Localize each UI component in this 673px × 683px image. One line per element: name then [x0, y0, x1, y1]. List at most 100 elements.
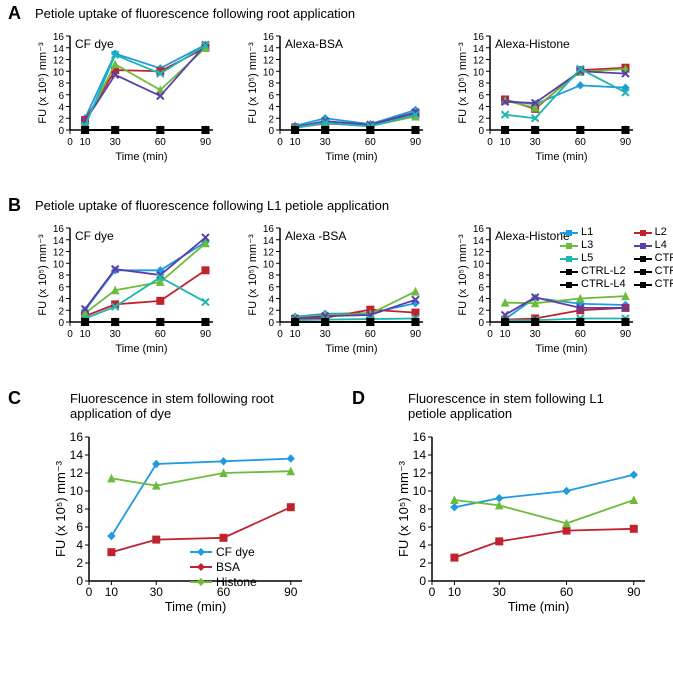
- y-tick: 14: [263, 44, 275, 55]
- x-tick: 30: [320, 329, 332, 340]
- legend-label: CTRL-L5: [655, 278, 673, 290]
- y-tick: 2: [58, 306, 64, 317]
- legend-swatch: [560, 241, 578, 249]
- x-tick: 10: [499, 137, 511, 148]
- y-tick: 10: [473, 67, 485, 78]
- x-tick: 60: [560, 585, 574, 599]
- legend-item: CTRL-L1: [634, 252, 673, 264]
- y-tick: 2: [268, 306, 274, 317]
- y-tick: 0: [58, 126, 64, 137]
- x-tick: 10: [499, 329, 511, 340]
- legend-label: CTRL-L1: [655, 252, 673, 264]
- legend-swatch: [190, 547, 212, 557]
- legend-item: CTRL-L5: [634, 278, 673, 290]
- y-tick: 2: [268, 114, 274, 125]
- legend-label: L2: [655, 226, 667, 238]
- x-tick: 0: [487, 329, 493, 340]
- y-tick: 2: [478, 306, 484, 317]
- y-tick: 16: [473, 32, 485, 43]
- x-axis-label: Time (min): [115, 151, 167, 163]
- legend-label: Histone: [216, 575, 257, 589]
- x-tick: 60: [365, 329, 377, 340]
- chart-title: Alexa-Histone: [495, 37, 570, 51]
- chart: 0246810121416010306090Time (min)FU (x 10…: [38, 22, 218, 162]
- y-tick: 4: [58, 103, 64, 114]
- legend-label: CTRL-L2: [581, 265, 626, 277]
- x-tick: 0: [67, 137, 73, 148]
- x-tick: 0: [277, 329, 283, 340]
- y-axis-label: FU (x 10⁵) mm⁻³: [247, 234, 259, 316]
- y-tick: 16: [263, 224, 275, 235]
- legend-c: CF dyeBSAHistone: [190, 545, 257, 590]
- chart: 0246810121416010306090Time (min)FU (x 10…: [248, 22, 428, 162]
- y-tick: 8: [58, 271, 64, 282]
- x-tick: 90: [200, 137, 212, 148]
- y-tick: 16: [53, 32, 65, 43]
- legend-item: CTRL-L3: [634, 265, 673, 277]
- x-axis-label: Time (min): [115, 343, 167, 355]
- x-tick: 10: [79, 329, 91, 340]
- legend-item: L4: [634, 239, 673, 251]
- x-tick: 30: [530, 137, 542, 148]
- y-tick: 8: [268, 271, 274, 282]
- x-tick: 10: [448, 585, 462, 599]
- y-tick: 8: [76, 502, 83, 516]
- caption-d1: Fluorescence in stem following L1: [408, 391, 604, 406]
- y-tick: 0: [478, 318, 484, 329]
- x-tick: 30: [150, 585, 164, 599]
- chart: 0246810121416010306090Time (min)FU (x 10…: [57, 423, 307, 613]
- y-tick: 4: [76, 538, 83, 552]
- legend-swatch: [560, 280, 578, 288]
- y-tick: 2: [58, 114, 64, 125]
- x-tick: 90: [620, 329, 632, 340]
- y-tick: 14: [263, 236, 275, 247]
- series-line: [454, 529, 633, 558]
- legend-swatch: [634, 280, 652, 288]
- series-line: [85, 270, 205, 316]
- y-tick: 16: [70, 430, 84, 444]
- legend-label: L4: [655, 239, 667, 251]
- y-tick: 6: [419, 520, 426, 534]
- y-tick: 14: [413, 448, 427, 462]
- x-axis-label: Time (min): [325, 343, 377, 355]
- caption-b: Petiole uptake of fluorescence following…: [35, 198, 389, 213]
- panel-letter-a: A: [8, 3, 21, 24]
- y-tick: 2: [76, 556, 83, 570]
- y-tick: 4: [268, 295, 274, 306]
- y-tick: 16: [473, 224, 485, 235]
- x-tick: 90: [410, 329, 422, 340]
- legend-label: CF dye: [216, 545, 255, 559]
- caption-c2: application of dye: [70, 406, 171, 421]
- caption-c1: Fluorescence in stem following root: [70, 391, 274, 406]
- chart: 0246810121416010306090Time (min)FU (x 10…: [400, 423, 650, 613]
- x-tick: 30: [320, 137, 332, 148]
- panel-letter-d: D: [352, 388, 365, 409]
- x-tick: 90: [620, 137, 632, 148]
- legend-item: Histone: [190, 575, 257, 589]
- x-tick: 0: [86, 585, 93, 599]
- legend-label: BSA: [216, 560, 240, 574]
- legend-swatch: [634, 241, 652, 249]
- series-line: [505, 85, 625, 104]
- x-tick: 30: [110, 137, 122, 148]
- y-tick: 6: [268, 283, 274, 294]
- chart-title: CF dye: [75, 37, 114, 51]
- y-tick: 12: [263, 248, 275, 259]
- y-axis-label: FU (x 10⁵) mm⁻³: [53, 460, 68, 557]
- series-line: [111, 471, 290, 485]
- y-tick: 8: [58, 79, 64, 90]
- chart-title: Alexa-Histone: [495, 229, 570, 243]
- x-axis-label: Time (min): [508, 599, 570, 614]
- legend-swatch: [560, 228, 578, 236]
- y-tick: 16: [53, 224, 65, 235]
- x-tick: 10: [105, 585, 119, 599]
- y-tick: 8: [268, 79, 274, 90]
- y-axis-label: FU (x 10⁵) mm⁻³: [457, 42, 469, 124]
- chart-title: Alexa-BSA: [285, 37, 343, 51]
- x-tick: 30: [110, 329, 122, 340]
- x-tick: 60: [155, 137, 167, 148]
- y-axis-label: FU (x 10⁵) mm⁻³: [37, 42, 49, 124]
- panel-letter-b: B: [8, 195, 21, 216]
- y-tick: 10: [413, 484, 427, 498]
- legend-swatch: [634, 228, 652, 236]
